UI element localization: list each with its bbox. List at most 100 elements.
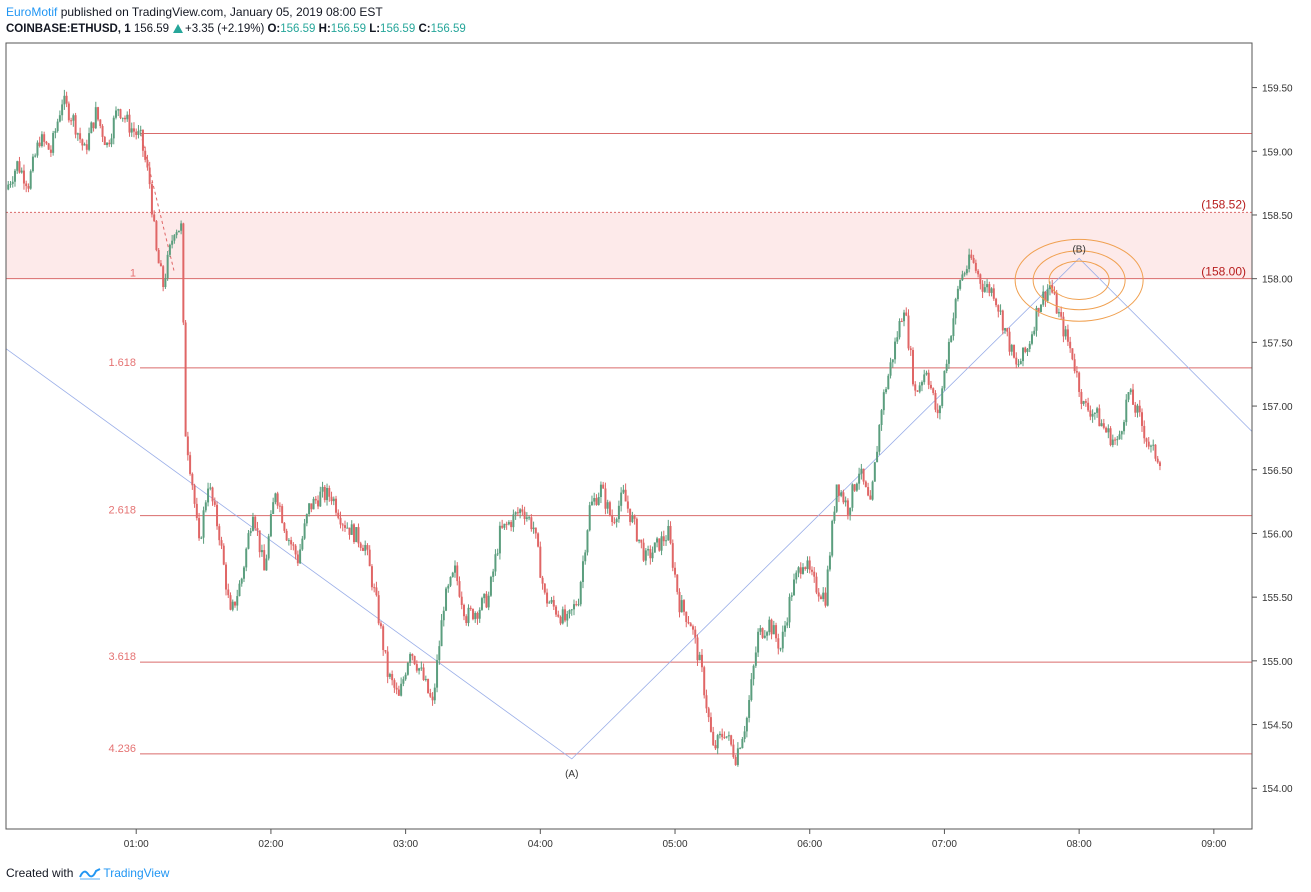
candle [577, 604, 580, 606]
candle [889, 362, 892, 376]
candle [74, 115, 77, 135]
candle [501, 525, 504, 528]
candle [130, 128, 133, 133]
candle [393, 680, 396, 688]
candle [236, 596, 239, 606]
open-label: O: [267, 23, 281, 35]
candle [543, 583, 546, 593]
candle [867, 487, 870, 496]
candle [918, 385, 921, 392]
candle [348, 527, 351, 535]
candle [674, 567, 677, 575]
author-link[interactable]: EuroMotif [6, 5, 58, 19]
candle [581, 561, 584, 582]
candle [1071, 348, 1074, 360]
candle [1039, 304, 1042, 312]
candle [81, 139, 84, 146]
candle [364, 545, 367, 551]
candle [797, 567, 800, 573]
candle [617, 505, 620, 520]
candle [766, 632, 769, 636]
candle [1046, 289, 1049, 301]
candle [177, 230, 180, 233]
candle [242, 567, 245, 579]
candle [222, 545, 225, 565]
candle [9, 183, 12, 185]
candle [422, 667, 425, 680]
candle [402, 679, 405, 684]
candle [606, 502, 609, 509]
candle [519, 509, 522, 513]
candle [70, 120, 73, 122]
candle [1149, 445, 1152, 447]
candle [202, 510, 205, 538]
candle [840, 492, 843, 496]
y-tick-label-11: 159.50 [1262, 84, 1293, 95]
candle [34, 155, 37, 157]
candle [822, 592, 825, 599]
candle [1140, 412, 1143, 426]
candle [846, 500, 849, 515]
candle [950, 336, 953, 342]
candle [126, 114, 129, 120]
candle [211, 487, 214, 502]
candle [1107, 428, 1110, 433]
fib-label-0: 1 [130, 268, 136, 280]
footer: Created with TradingView [6, 866, 169, 880]
candle [503, 523, 506, 528]
candle [1096, 408, 1099, 413]
candle [712, 731, 715, 746]
fib-levels [6, 132, 1252, 755]
candle [781, 631, 784, 649]
candle [427, 679, 430, 693]
candle [927, 372, 930, 385]
chart-labels: (158.52) (158.00) 1 1.618 2.618 3.618 4.236 (A)… [108, 197, 1246, 780]
candle [1010, 345, 1013, 352]
candle [429, 692, 432, 697]
candle [155, 221, 158, 251]
candle [487, 595, 490, 608]
candle [788, 596, 791, 623]
y-tick-label-8: 158.00 [1262, 275, 1293, 286]
y-tick-label-3: 155.50 [1262, 593, 1293, 604]
tradingview-brand[interactable]: TradingView [103, 866, 170, 880]
candle [474, 612, 477, 620]
candle [559, 616, 562, 624]
candle [604, 488, 607, 509]
candle [1006, 328, 1009, 332]
up-triangle-icon [173, 24, 183, 33]
candle [1035, 307, 1038, 331]
candle [119, 109, 122, 118]
candle [793, 579, 796, 596]
candle [819, 596, 822, 599]
candle [159, 263, 162, 267]
wave-line-0 [5, 257, 1253, 760]
fib-label-1: 1.618 [108, 357, 136, 369]
candle [880, 410, 883, 426]
candle [420, 667, 423, 669]
candle [1147, 441, 1150, 447]
candle [961, 274, 964, 281]
published-text: published on TradingView.com, January 05… [57, 5, 383, 19]
candle [1008, 331, 1011, 352]
candle [198, 518, 201, 539]
candle [725, 736, 728, 738]
candle [216, 504, 219, 527]
candle [1066, 329, 1069, 342]
candle [1123, 422, 1126, 432]
candle [824, 592, 827, 606]
candle [337, 512, 340, 518]
candle [1114, 439, 1117, 441]
x-tick-label-4: 05:00 [663, 839, 688, 850]
candle [312, 498, 315, 510]
x-tick-label-8: 09:00 [1201, 839, 1226, 850]
candle [1145, 438, 1148, 442]
candle [299, 549, 302, 564]
candle [588, 505, 591, 531]
candle [568, 610, 571, 614]
resistance-zone [6, 211, 1252, 279]
candle [741, 738, 744, 749]
candle [440, 620, 443, 647]
candle [678, 591, 681, 613]
